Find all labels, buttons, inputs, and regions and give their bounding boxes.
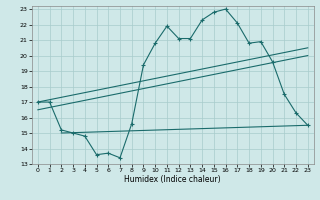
X-axis label: Humidex (Indice chaleur): Humidex (Indice chaleur): [124, 175, 221, 184]
